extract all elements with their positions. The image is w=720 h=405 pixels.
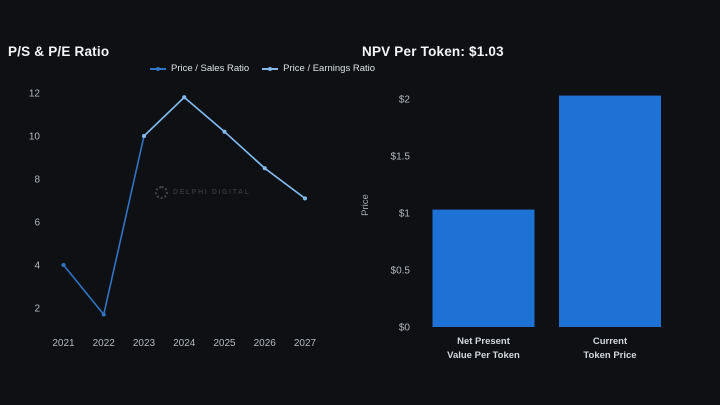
- bar-0: [432, 209, 535, 327]
- x-tick-label: 2025: [213, 338, 236, 349]
- delphi-watermark: DELPHI DIGITAL: [155, 186, 251, 199]
- y-tick-label: $2: [399, 95, 411, 106]
- npv-chart-panel: NPV Per Token: $1.03 DELPHI DIGITAL: [348, 0, 720, 405]
- data-point: [182, 95, 187, 100]
- data-point: [101, 312, 106, 317]
- y-tick-label: $1.5: [391, 152, 411, 163]
- y-tick-label: 4: [34, 261, 40, 272]
- line-series-1: [143, 96, 306, 199]
- x-tick-label: 2022: [93, 338, 116, 349]
- data-point: [61, 263, 66, 267]
- data-point: [262, 166, 267, 171]
- legend-label: Price / Sales Ratio: [171, 63, 250, 74]
- x-category-label: Value Per Token: [447, 350, 520, 361]
- y-axis-label: Price: [360, 194, 371, 216]
- line-series-0: [62, 96, 306, 316]
- y-tick-label: 8: [34, 175, 40, 186]
- data-point: [303, 196, 307, 201]
- bar-1: [559, 95, 661, 327]
- npv-chart-title: NPV Per Token: $1.03: [362, 44, 504, 59]
- x-tick-label: 2026: [254, 338, 277, 349]
- y-tick-label: $1: [399, 209, 411, 220]
- legend-item-price-earnings: Price / Earnings Ratio: [262, 63, 375, 74]
- delphi-logo-icon: [155, 186, 168, 199]
- ps-pe-legend: Price / Sales Ratio Price / Earnings Rat…: [150, 63, 375, 74]
- x-tick-label: 2027: [294, 338, 317, 349]
- data-point: [142, 134, 146, 138]
- line-series-marker-icon: [150, 65, 166, 73]
- x-category-label: Token Price: [583, 350, 636, 361]
- x-tick-label: 2021: [52, 338, 75, 349]
- y-tick-label: 6: [34, 218, 40, 229]
- y-tick-label: 12: [29, 89, 41, 100]
- x-category-label: Net Present: [457, 336, 511, 347]
- y-tick-label: $0: [399, 323, 411, 334]
- y-tick-label: $0.5: [391, 266, 411, 277]
- x-tick-label: 2024: [173, 338, 196, 349]
- ps-pe-chart-panel: P/S & P/E Ratio Price / Sales Ratio Pric…: [0, 0, 375, 405]
- x-category-label: Current: [593, 336, 628, 347]
- data-point: [222, 129, 227, 134]
- y-tick-label: 10: [29, 132, 41, 143]
- line-series-marker-icon: [262, 65, 279, 73]
- y-tick-label: 2: [34, 304, 40, 315]
- legend-label: Price / Earnings Ratio: [283, 63, 376, 74]
- ps-pe-chart-title: P/S & P/E Ratio: [8, 44, 110, 59]
- x-tick-label: 2023: [133, 338, 156, 349]
- delphi-watermark-text: DELPHI DIGITAL: [173, 189, 251, 196]
- legend-item-price-sales: Price / Sales Ratio: [150, 63, 249, 74]
